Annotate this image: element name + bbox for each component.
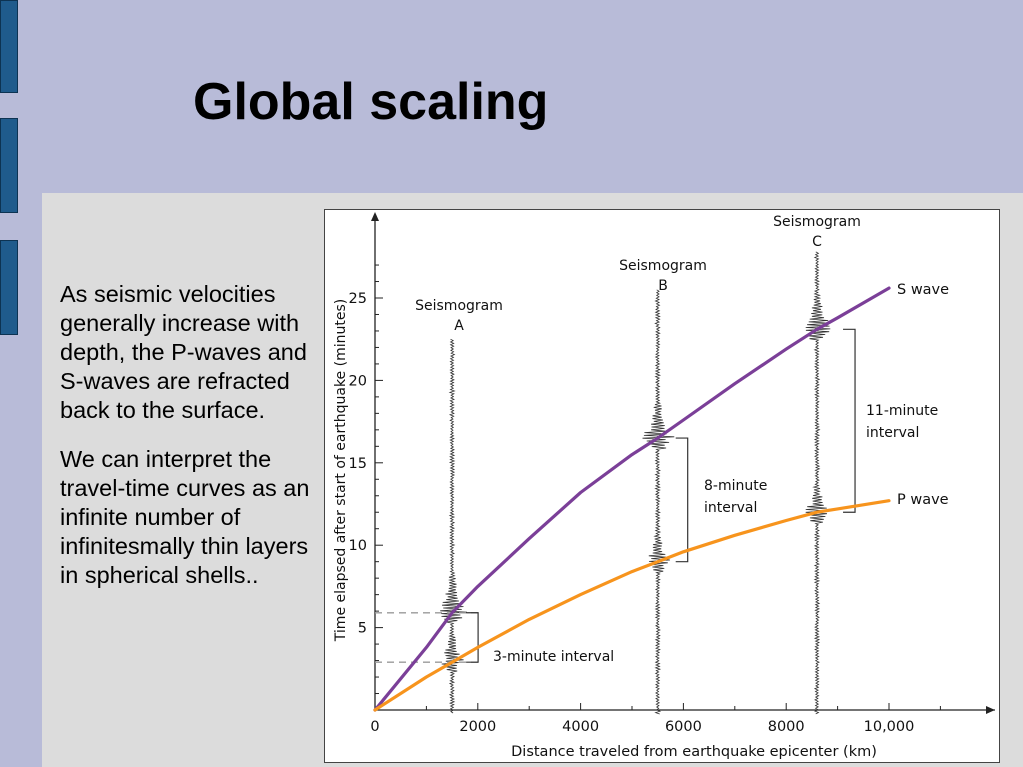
side-tab-3: [0, 240, 18, 335]
x-tick-label: 8000: [768, 719, 805, 735]
y-tick-label: 10: [349, 538, 367, 554]
y-axis-arrow: [371, 212, 379, 221]
slide-title: Global scaling: [193, 73, 549, 131]
seismogram-c-letter: C: [812, 234, 822, 250]
three-minute-label: 3-minute interval: [493, 649, 614, 665]
s-wave-label: S wave: [897, 282, 949, 298]
bracket-8-minute: [675, 437, 689, 563]
x-tick-label: 0: [370, 719, 379, 735]
paragraph-velocities: As seismic velocities generally increase…: [60, 281, 307, 423]
eight-minute-label-2: interval: [704, 500, 757, 516]
seismogram-a-letter: A: [454, 318, 464, 334]
x-axis-label: Distance traveled from earthquake epicen…: [511, 744, 877, 760]
seismogram-a-title: Seismogram: [415, 298, 503, 314]
travel-time-chart: 0 2000 4000 6000 8000 10,000 5 10 15 20 25 Time el…: [324, 209, 1000, 763]
bracket-3-minute: [466, 612, 479, 663]
chart-svg: 0 2000 4000 6000 8000 10,000 5 10 15 20 25 Time el…: [333, 212, 995, 760]
y-tick-label: 25: [349, 291, 367, 307]
x-axis-arrow: [986, 706, 995, 714]
side-tab-1: [0, 0, 18, 93]
seismogram-c-title: Seismogram: [773, 214, 861, 230]
seismogram-trace-a: [440, 338, 468, 714]
seismogram-b-title: Seismogram: [619, 258, 707, 274]
seismogram-traces: [440, 251, 831, 715]
guide-lines: [375, 328, 856, 663]
y-tick-label: 15: [349, 456, 367, 472]
side-tab-2: [0, 118, 18, 213]
seismogram-trace-c: [805, 251, 831, 715]
s-wave-curve: [373, 286, 891, 712]
y-tick-label: 5: [358, 621, 367, 637]
p-wave-curve: [373, 499, 891, 712]
y-tick-label: 20: [349, 373, 367, 389]
axes: 0 2000 4000 6000 8000 10,000 5 10 15 20 25: [349, 212, 995, 735]
x-tick-label: 2000: [459, 719, 496, 735]
chart-labels: Time elapsed after start of earthquake (…: [333, 214, 949, 760]
p-wave-label: P wave: [897, 492, 949, 508]
seismogram-b-letter: B: [658, 278, 668, 294]
x-tick-label: 4000: [562, 719, 599, 735]
paragraph-travel-time: We can interpret the travel-time curves …: [60, 446, 310, 588]
eleven-minute-label-2: interval: [866, 425, 919, 441]
seismogram-trace-b: [642, 289, 675, 715]
y-axis-label: Time elapsed after start of earthquake (…: [333, 299, 349, 642]
eleven-minute-label-1: 11-minute: [866, 403, 938, 419]
bracket-11-minute: [843, 328, 856, 513]
x-tick-label: 6000: [665, 719, 702, 735]
body-text: As seismic velocities generally increase…: [60, 280, 322, 610]
travel-time-curves: [373, 286, 891, 712]
x-tick-label: 10,000: [864, 719, 915, 735]
eight-minute-label-1: 8-minute: [704, 478, 767, 494]
